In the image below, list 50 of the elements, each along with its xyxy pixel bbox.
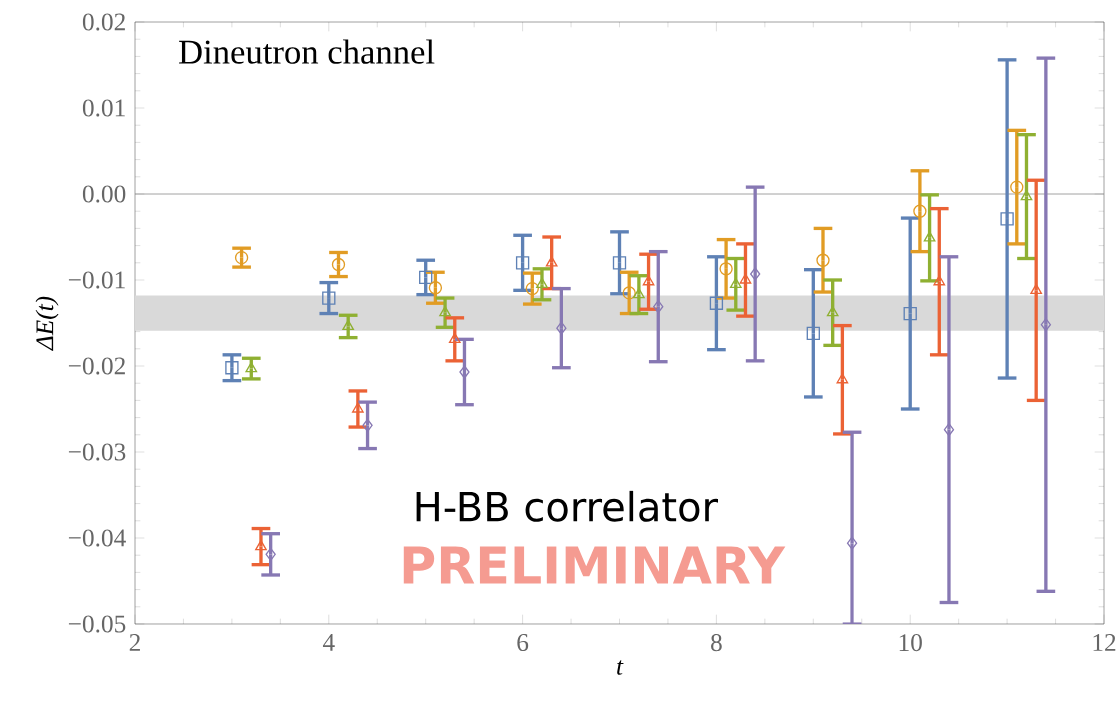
point xyxy=(515,256,530,270)
y-tick-label: 0.01 xyxy=(82,99,125,117)
point xyxy=(1040,318,1052,332)
y-tick-label: −0.04 xyxy=(68,529,126,547)
point xyxy=(1010,180,1024,194)
y-tick-label: −0.02 xyxy=(68,357,125,375)
x-axis-title: t xyxy=(617,660,624,675)
point xyxy=(653,299,664,314)
point xyxy=(362,418,373,433)
point xyxy=(719,262,733,276)
point xyxy=(419,270,433,285)
point xyxy=(322,291,336,305)
point xyxy=(709,296,724,310)
x-tick-label: 12 xyxy=(1093,634,1116,651)
point xyxy=(225,361,239,375)
point xyxy=(1000,212,1014,226)
x-tick-label: 10 xyxy=(899,634,922,652)
point xyxy=(943,422,955,437)
x-tick-label: 8 xyxy=(711,634,722,652)
y-tick-label: −0.03 xyxy=(68,443,126,461)
annotation: PRELIMINARY xyxy=(403,546,786,584)
point xyxy=(352,402,364,413)
point xyxy=(459,365,470,379)
annotation: Dineutron channel xyxy=(179,39,435,64)
point xyxy=(525,281,539,296)
y-tick-label: −0.05 xyxy=(68,615,126,633)
point xyxy=(428,281,443,295)
y-tick-label: 0.00 xyxy=(82,185,126,203)
x-tick-label: 2 xyxy=(129,634,140,651)
point xyxy=(826,306,839,317)
point xyxy=(265,547,276,562)
point xyxy=(331,257,346,272)
point xyxy=(622,286,636,300)
point xyxy=(806,326,820,340)
point xyxy=(903,306,917,321)
point xyxy=(556,321,567,335)
y-tick-label: 0.02 xyxy=(82,13,125,31)
point xyxy=(846,536,858,550)
x-tick-label: 4 xyxy=(322,634,335,651)
annotation: H-BB correlator xyxy=(416,490,719,522)
point xyxy=(750,267,761,281)
point xyxy=(913,204,927,218)
point xyxy=(933,275,946,286)
y-tick-label: −0.01 xyxy=(68,271,125,289)
point xyxy=(439,306,451,317)
point xyxy=(816,253,830,267)
y-axis-title: ΔE(t) xyxy=(35,296,59,351)
point xyxy=(234,250,249,265)
point xyxy=(612,256,627,270)
x-tick-label: 6 xyxy=(517,634,529,652)
